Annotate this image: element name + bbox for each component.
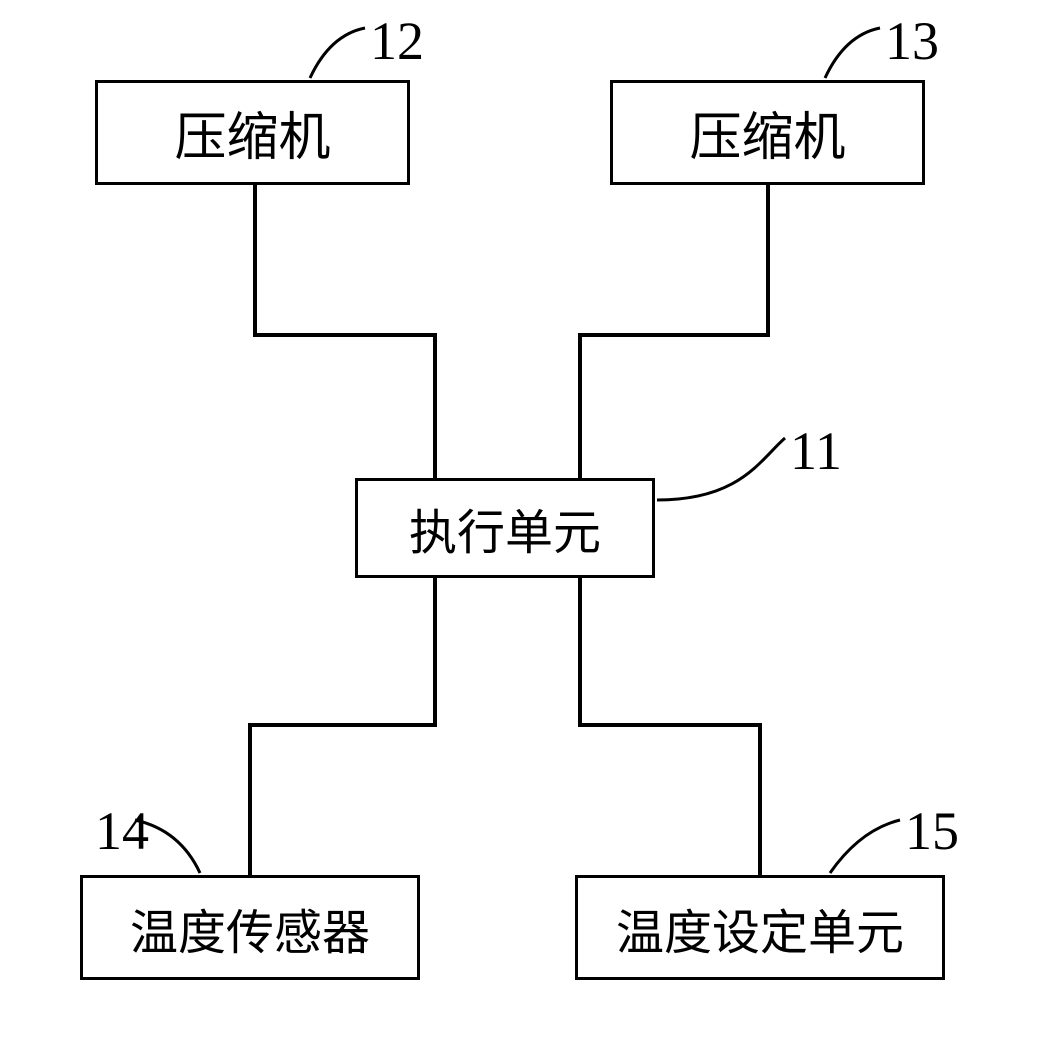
executor-box: 执行单元 bbox=[355, 478, 655, 578]
temp-sensor-label: 温度传感器 bbox=[130, 893, 370, 963]
compressor-1-label: 压缩机 bbox=[174, 95, 330, 170]
connector-c1-exec bbox=[255, 185, 435, 478]
temp-sensor-box: 温度传感器 bbox=[80, 875, 420, 980]
connector-exec-sensor bbox=[250, 578, 435, 875]
callout-15 bbox=[830, 820, 900, 873]
callout-13 bbox=[825, 28, 880, 78]
compressor-2-label: 压缩机 bbox=[689, 95, 845, 170]
temp-setting-label: 温度设定单元 bbox=[616, 893, 904, 963]
connector-exec-setting bbox=[580, 578, 760, 875]
label-11: 11 bbox=[790, 420, 842, 482]
connector-c2-exec bbox=[580, 185, 768, 478]
label-14: 14 bbox=[95, 800, 149, 862]
label-12: 12 bbox=[370, 10, 424, 72]
block-diagram: 压缩机 压缩机 执行单元 温度传感器 温度设定单元 12 13 11 14 15 bbox=[0, 0, 1060, 1050]
label-15: 15 bbox=[905, 800, 959, 862]
callout-11 bbox=[657, 438, 785, 500]
compressor-1-box: 压缩机 bbox=[95, 80, 410, 185]
temp-setting-box: 温度设定单元 bbox=[575, 875, 945, 980]
compressor-2-box: 压缩机 bbox=[610, 80, 925, 185]
executor-label: 执行单元 bbox=[409, 493, 601, 563]
label-13: 13 bbox=[885, 10, 939, 72]
callout-12 bbox=[310, 28, 365, 78]
